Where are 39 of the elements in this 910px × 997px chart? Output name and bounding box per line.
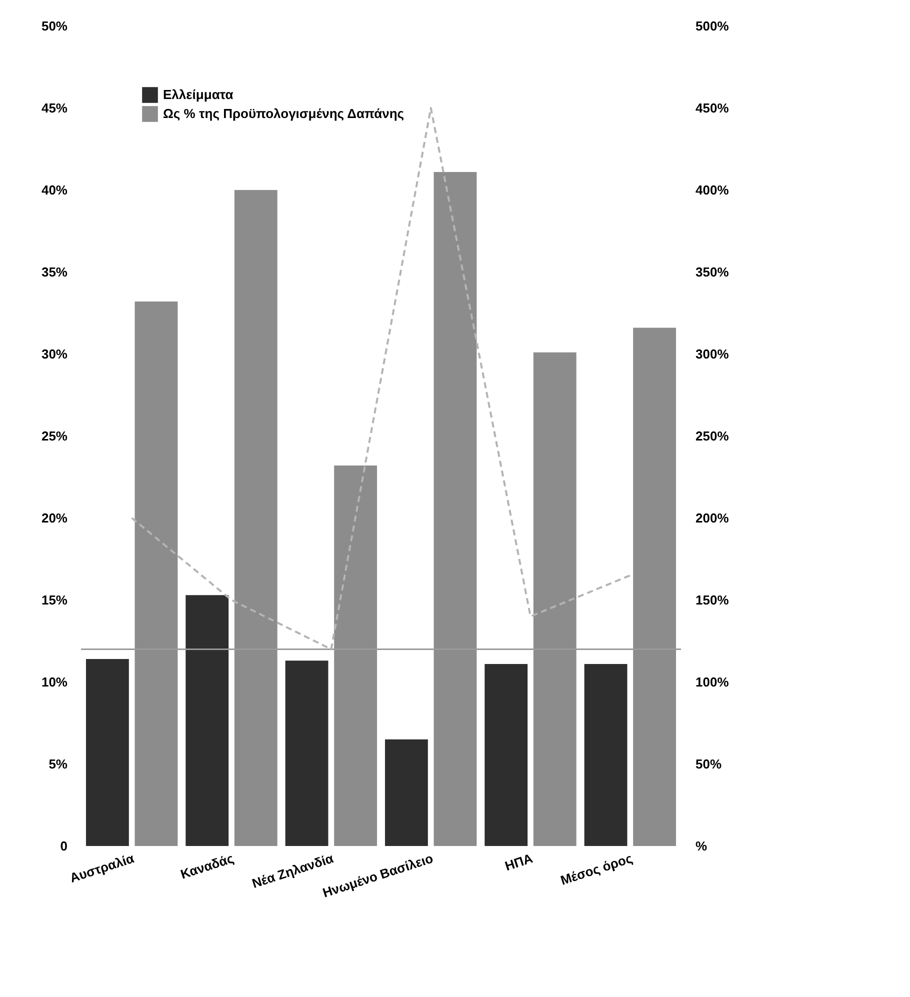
y-tick-label: 40% — [41, 182, 68, 198]
y2-tick-label: 100% — [696, 674, 730, 690]
y-tick-label: 35% — [41, 264, 68, 280]
y-tick-label: 30% — [41, 346, 68, 362]
bar — [384, 739, 428, 846]
y-tick-label: 20% — [41, 510, 68, 526]
y-tick-label: 25% — [41, 428, 68, 444]
y-tick-label: 10% — [41, 674, 68, 690]
bar — [633, 328, 676, 846]
y2-tick-label: % — [696, 838, 708, 854]
legend-label: Ως % της Προϋπολογισμένης Δαπάνης — [163, 106, 404, 121]
bar — [186, 595, 229, 846]
bar — [484, 664, 528, 846]
x-tick-label: ΗΠΑ — [503, 850, 536, 874]
line-series — [130, 107, 632, 650]
y-tick-label: 45% — [41, 100, 68, 116]
y-tick-label: 15% — [41, 592, 68, 608]
bar — [86, 659, 129, 846]
bar — [584, 664, 628, 846]
y2-tick-label: 450% — [696, 100, 730, 116]
bar — [533, 352, 576, 846]
bar — [434, 172, 477, 846]
legend-label: Ελλείμματα — [163, 87, 234, 102]
y2-tick-label: 250% — [696, 428, 730, 444]
x-tick-label: Μέσος όρος — [558, 850, 634, 888]
bar — [285, 660, 328, 846]
bar — [334, 466, 378, 846]
y2-tick-label: 150% — [696, 592, 730, 608]
y-tick-label: 5% — [48, 756, 68, 772]
y2-tick-label: 400% — [696, 182, 730, 198]
y2-tick-label: 350% — [696, 264, 730, 280]
y-tick-label: 50% — [41, 18, 68, 34]
bar — [234, 190, 278, 846]
y2-tick-label: 300% — [696, 346, 730, 362]
y2-tick-label: 500% — [696, 18, 730, 34]
y-tick-label: 0 — [60, 838, 68, 854]
y2-tick-label: 50% — [696, 756, 722, 772]
bar — [134, 302, 178, 846]
y2-tick-label: 200% — [696, 510, 730, 526]
